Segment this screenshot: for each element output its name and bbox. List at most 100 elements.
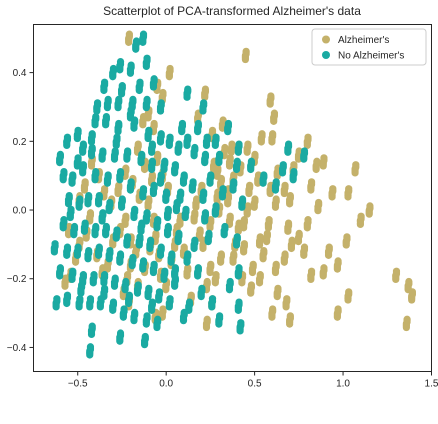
point-no-alzheimers <box>75 203 83 211</box>
point-no-alzheimers <box>211 210 219 218</box>
point-no-alzheimers <box>148 157 156 165</box>
point-alzheimers <box>405 277 413 286</box>
point-alzheimers <box>124 271 132 279</box>
point-alzheimers <box>243 148 251 156</box>
point-no-alzheimers <box>175 140 183 148</box>
point-no-alzheimers <box>150 75 158 83</box>
point-alzheimers <box>164 181 172 189</box>
point-no-alzheimers <box>116 250 125 258</box>
point-no-alzheimers <box>68 179 76 187</box>
point-no-alzheimers <box>63 251 71 259</box>
point-alzheimers <box>199 244 207 253</box>
point-no-alzheimers <box>59 224 67 232</box>
point-no-alzheimers <box>80 227 89 235</box>
point-alzheimers <box>244 202 252 210</box>
point-no-alzheimers <box>89 279 97 287</box>
point-no-alzheimers <box>138 219 146 227</box>
point-no-alzheimers <box>139 185 148 193</box>
point-alzheimers <box>269 130 277 138</box>
point-no-alzheimers <box>123 241 131 249</box>
point-no-alzheimers <box>112 141 120 150</box>
point-no-alzheimers <box>160 275 168 284</box>
point-no-alzheimers <box>88 322 96 330</box>
point-no-alzheimers <box>109 73 117 81</box>
point-no-alzheimers <box>127 106 135 114</box>
point-no-alzheimers <box>278 169 287 177</box>
point-alzheimers <box>263 238 271 246</box>
point-no-alzheimers <box>70 231 78 239</box>
point-no-alzheimers <box>247 165 255 174</box>
point-no-alzheimers <box>105 207 113 215</box>
point-no-alzheimers <box>56 264 64 272</box>
point-no-alzheimers <box>68 275 76 284</box>
point-alzheimers <box>207 216 215 224</box>
point-alzheimers <box>148 171 156 179</box>
point-no-alzheimers <box>165 303 173 311</box>
point-no-alzheimers <box>76 295 84 303</box>
point-alzheimers <box>217 258 225 266</box>
point-alzheimers <box>365 210 373 218</box>
point-no-alzheimers <box>164 222 172 231</box>
point-no-alzheimers <box>93 99 102 107</box>
point-no-alzheimers <box>154 216 162 224</box>
point-no-alzheimers <box>114 128 122 136</box>
legend-box <box>311 28 427 66</box>
point-no-alzheimers <box>60 167 68 176</box>
x-tick-label: 1.5 <box>425 379 438 390</box>
point-no-alzheimers <box>106 246 114 255</box>
point-alzheimers <box>300 243 309 251</box>
point-alzheimers <box>87 162 96 170</box>
point-no-alzheimers <box>143 209 151 217</box>
point-no-alzheimers <box>140 341 149 349</box>
point-alzheimers <box>284 219 293 227</box>
point-no-alzheimers <box>106 198 114 207</box>
point-no-alzheimers <box>219 185 227 193</box>
point-alzheimers <box>295 229 303 237</box>
point-no-alzheimers <box>153 323 161 332</box>
point-alzheimers <box>250 203 258 211</box>
point-no-alzheimers <box>148 140 156 148</box>
point-no-alzheimers <box>156 179 165 187</box>
point-alzheimers <box>266 189 274 198</box>
point-no-alzheimers <box>148 306 156 314</box>
point-no-alzheimers <box>95 243 103 251</box>
point-no-alzheimers <box>84 200 92 208</box>
y-tick-label: 0.4 <box>13 68 27 79</box>
point-no-alzheimers <box>131 308 139 317</box>
point-no-alzheimers <box>116 58 125 66</box>
legend: Alzheimer's No Alzheimer's <box>311 28 427 66</box>
point-alzheimers <box>366 202 374 210</box>
point-no-alzheimers <box>85 246 93 255</box>
point-no-alzheimers <box>174 148 182 156</box>
point-alzheimers <box>180 243 188 251</box>
point-alzheimers <box>61 282 69 290</box>
y-axis: −0.4 −0.2 0.0 0.2 0.4 <box>7 68 34 354</box>
point-alzheimers <box>304 216 312 224</box>
point-no-alzheimers <box>100 86 108 95</box>
point-no-alzheimers <box>94 251 103 259</box>
point-no-alzheimers <box>198 284 206 292</box>
point-no-alzheimers <box>109 298 118 306</box>
point-no-alzheimers <box>65 191 73 200</box>
point-no-alzheimers <box>197 293 205 301</box>
point-alzheimers <box>408 296 416 304</box>
point-alzheimers <box>273 172 281 180</box>
point-no-alzheimers <box>300 147 309 155</box>
point-no-alzheimers <box>79 140 87 148</box>
point-no-alzheimers <box>118 82 126 90</box>
point-no-alzheimers <box>99 147 107 155</box>
point-no-alzheimers <box>87 152 96 160</box>
point-no-alzheimers <box>233 157 241 165</box>
point-no-alzheimers <box>115 95 123 103</box>
point-no-alzheimers <box>185 298 194 306</box>
point-no-alzheimers <box>226 277 234 286</box>
point-no-alzheimers <box>50 248 58 256</box>
point-no-alzheimers <box>172 207 181 215</box>
point-alzheimers <box>139 121 147 129</box>
point-alzheimers <box>324 251 333 259</box>
point-alzheimers <box>184 264 192 272</box>
point-no-alzheimers <box>76 195 84 203</box>
point-no-alzheimers <box>235 140 243 148</box>
point-alzheimers <box>159 88 167 97</box>
point-no-alzheimers <box>112 234 120 242</box>
